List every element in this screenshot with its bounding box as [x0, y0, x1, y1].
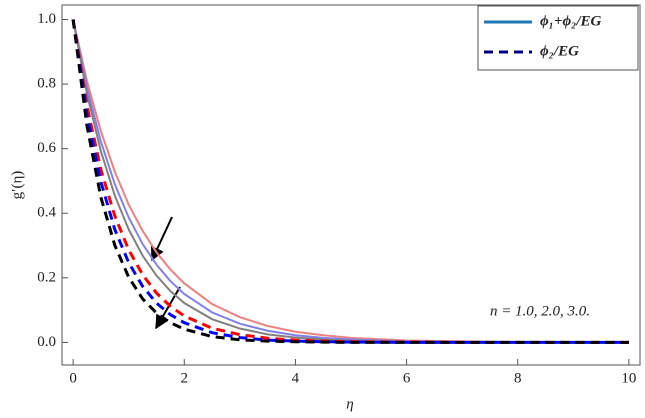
y-tick-label: 0.0 — [37, 334, 56, 350]
y-axis-label: g′(η) — [9, 171, 25, 200]
annotation: n = 1.0, 2.0, 3.0. — [490, 303, 590, 319]
x-tick-label: 0 — [69, 370, 77, 386]
x-tick-label: 2 — [181, 370, 189, 386]
series-line — [71, 19, 629, 344]
y-tick-label: 0.6 — [37, 140, 56, 156]
y-tick-label: 0.2 — [37, 269, 56, 285]
y-tick-label: 0.8 — [37, 76, 56, 92]
legend-label: ϕ₁+ϕ₂/EG — [540, 13, 602, 29]
plot-frame — [61, 4, 641, 366]
legend-label: ϕ₂/EG — [540, 43, 579, 59]
arrow — [150, 216, 173, 262]
x-tick-label: 10 — [621, 370, 636, 386]
x-tick-label: 8 — [514, 370, 522, 386]
y-tick-label: 0.4 — [37, 205, 56, 221]
x-tick-label: 6 — [403, 370, 411, 386]
arrow — [155, 286, 181, 330]
x-tick-label: 4 — [292, 370, 300, 386]
legend — [477, 5, 639, 71]
x-axis-label: η — [346, 396, 353, 412]
y-tick-label: 1.0 — [37, 11, 56, 27]
